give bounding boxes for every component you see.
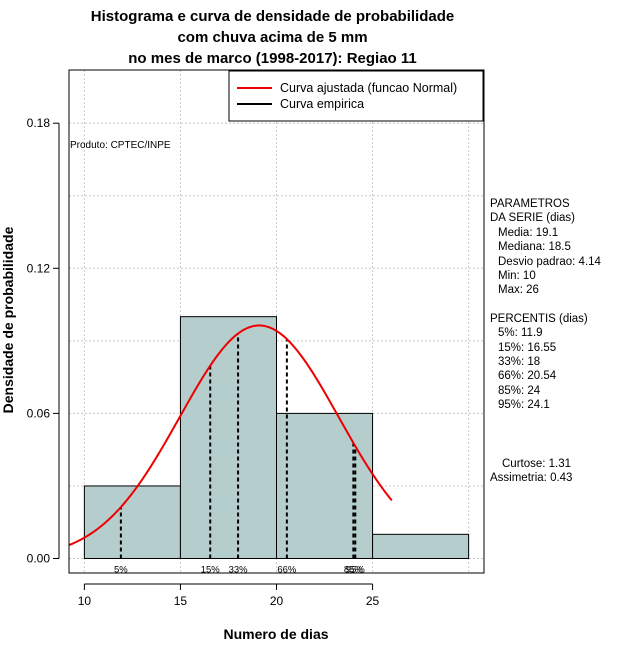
param-max: Max: 26 [498, 284, 539, 297]
params-header-1: PARAMETROS [490, 198, 570, 210]
chart-title: Histograma e curva de densidade de proba… [0, 6, 545, 69]
histogram-bar [179, 316, 277, 559]
y-tick-label: 0.00 [27, 551, 51, 565]
normal-curve-line [68, 324, 393, 547]
legend-label: Curva empirica [280, 97, 364, 111]
percentil-95: 95%: 24.1 [498, 399, 550, 412]
histogram-bar [276, 412, 374, 559]
param-media: Media: 19.1 [498, 226, 559, 239]
percentil-15: 15%: 16.55 [498, 341, 557, 354]
y-axis-label: Densidade de probabilidade [0, 226, 16, 413]
x-tick-label: 20 [270, 594, 284, 608]
title-line-2: com chuva acima de 5 mm [177, 29, 368, 46]
percentile-label: 5% [114, 564, 128, 575]
percentile-label: 85% [344, 564, 364, 575]
legend-box [228, 70, 484, 122]
y-tick-label: 0.06 [27, 406, 51, 420]
product-note: Produto: CPTEC/INPE [70, 140, 171, 151]
stats-panel: PARAMETROS DA SERIE (dias) Media: 19.1 M… [490, 197, 601, 486]
percentil-33: 33%: 18 [498, 356, 541, 369]
y-tick-label: 0.12 [27, 261, 51, 275]
percentil-5: 5%: 11.9 [498, 327, 543, 340]
title-line-3: no mes de marco (1998-2017): Regiao 11 [128, 50, 417, 67]
histogram-bars [83, 316, 470, 559]
percentile-lines [119, 333, 357, 559]
percentil-85: 85%: 24 [498, 384, 541, 397]
legend: Curva ajustada (funcao Normal) Curva empi… [228, 70, 484, 122]
param-mediana: Mediana: 18.5 [498, 241, 571, 254]
assimetria-value: Assimetria: 0.43 [490, 472, 573, 485]
legend-label: Curva ajustada (funcao Normal) [280, 81, 457, 95]
axes: 10 15 20 25 0.00 0.06 0.12 0.18 [27, 69, 485, 608]
title-line-1: Histograma e curva de densidade de proba… [90, 8, 455, 25]
param-desvio: Desvio padrao: 4.14 [498, 255, 601, 268]
y-tick-label: 0.18 [27, 116, 51, 130]
x-tick-label: 15 [174, 594, 188, 608]
percentile-label: 66% [277, 564, 297, 575]
percentile-label: 15% [201, 564, 221, 575]
percentil-66: 66%: 20.54 [498, 370, 557, 383]
histogram-bar [372, 533, 470, 559]
percentis-header: PERCENTIS (dias) [490, 312, 588, 325]
x-axis-label: Numero de dias [223, 626, 328, 642]
x-tick-label: 25 [366, 594, 380, 608]
curtose-value: Curtose: 1.31 [502, 457, 572, 470]
param-min: Min: 10 [498, 270, 536, 283]
x-tick-label: 10 [78, 594, 92, 608]
percentile-label: 95% [346, 564, 366, 575]
plot-frame [68, 69, 485, 574]
percentile-label: 33% [229, 564, 249, 575]
percentile-labels: 5% 15% 33% 66% 85%95% [114, 564, 365, 575]
histogram-bar [83, 485, 181, 559]
params-header-2: DA SERIE (dias) [490, 212, 575, 225]
